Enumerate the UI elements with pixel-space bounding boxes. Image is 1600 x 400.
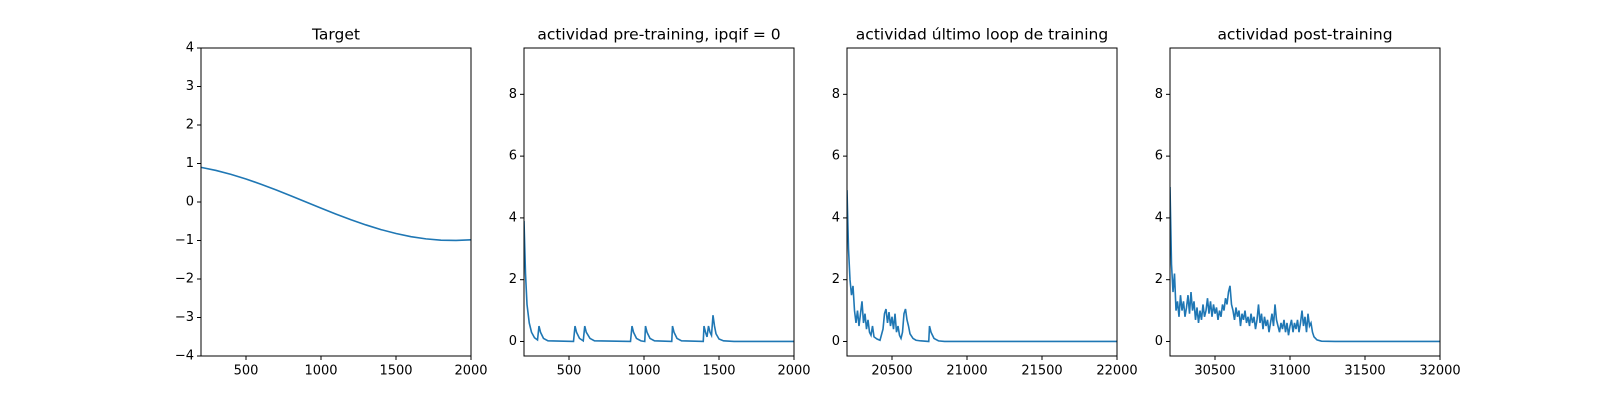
x-tick-label: 1500 — [702, 364, 735, 379]
y-tick-label: 6 — [509, 149, 517, 164]
y-tick-label: 4 — [1155, 210, 1163, 225]
subplot-title: Target — [311, 26, 360, 44]
x-tick-label: 500 — [234, 364, 259, 379]
x-tick-label: 1000 — [304, 364, 337, 379]
y-tick-label: 0 — [1155, 334, 1163, 349]
y-tick-label: 2 — [509, 272, 517, 287]
y-tick-label: 3 — [186, 79, 194, 94]
subplot: actividad pre-training, ipqif = 0 500 1000… — [509, 26, 811, 379]
y-tick-label: 6 — [1155, 149, 1163, 164]
x-tick-label: 22000 — [1096, 364, 1137, 379]
y-tick-label: 0 — [832, 334, 840, 349]
y-tick-label: 0 — [509, 334, 517, 349]
y-tick-label: −3 — [175, 310, 194, 325]
y-tick-label: 4 — [186, 41, 194, 56]
x-tick-label: 2000 — [454, 364, 487, 379]
axes-frame — [846, 47, 1118, 357]
line — [1170, 187, 1440, 343]
y-tick-label: −1 — [175, 233, 194, 248]
y-tick-label: 2 — [832, 272, 840, 287]
y-tick-label: 1 — [186, 156, 194, 171]
x-tick-label: 31500 — [1344, 364, 1385, 379]
x-tick-label: 21500 — [1021, 364, 1062, 379]
x-tick-label: 500 — [557, 364, 582, 379]
subplot: actividad último loop de training 20500 21… — [832, 26, 1138, 379]
y-tick-label: 0 — [186, 195, 194, 210]
axes-frame — [523, 47, 795, 357]
y-tick-label: 8 — [509, 87, 517, 102]
line — [524, 220, 794, 343]
x-tick-label: 2000 — [777, 364, 810, 379]
subplot-title: actividad último loop de training — [856, 26, 1108, 44]
subplot-title: actividad pre-training, ipqif = 0 — [537, 26, 780, 44]
x-tick-label: 1000 — [627, 364, 660, 379]
x-tick-label: 21000 — [946, 364, 987, 379]
axes-frame — [200, 47, 472, 357]
y-tick-label: 8 — [832, 87, 840, 102]
y-tick-label: 8 — [1155, 87, 1163, 102]
y-tick-label: −4 — [175, 349, 194, 364]
y-tick-label: 6 — [832, 149, 840, 164]
x-tick-label: 20500 — [871, 364, 912, 379]
y-tick-label: 4 — [509, 210, 517, 225]
x-tick-label: 30500 — [1194, 364, 1235, 379]
y-tick-label: 4 — [832, 210, 840, 225]
subplot-title: actividad post-training — [1217, 26, 1392, 44]
line — [847, 190, 1117, 343]
line — [201, 166, 471, 242]
subplot: Target 500 1000 1500 2000 −4 −3 −2 −1 0 1 2 3 4 — [175, 26, 488, 379]
y-tick-label: 2 — [186, 118, 194, 133]
y-tick-label: 2 — [1155, 272, 1163, 287]
y-tick-label: −2 — [175, 272, 194, 287]
axes-frame — [1169, 47, 1441, 357]
x-tick-label: 32000 — [1419, 364, 1460, 379]
subplot: actividad post-training 30500 31000 31500 32… — [1155, 26, 1461, 379]
x-tick-label: 31000 — [1269, 364, 1310, 379]
x-tick-label: 1500 — [379, 364, 412, 379]
